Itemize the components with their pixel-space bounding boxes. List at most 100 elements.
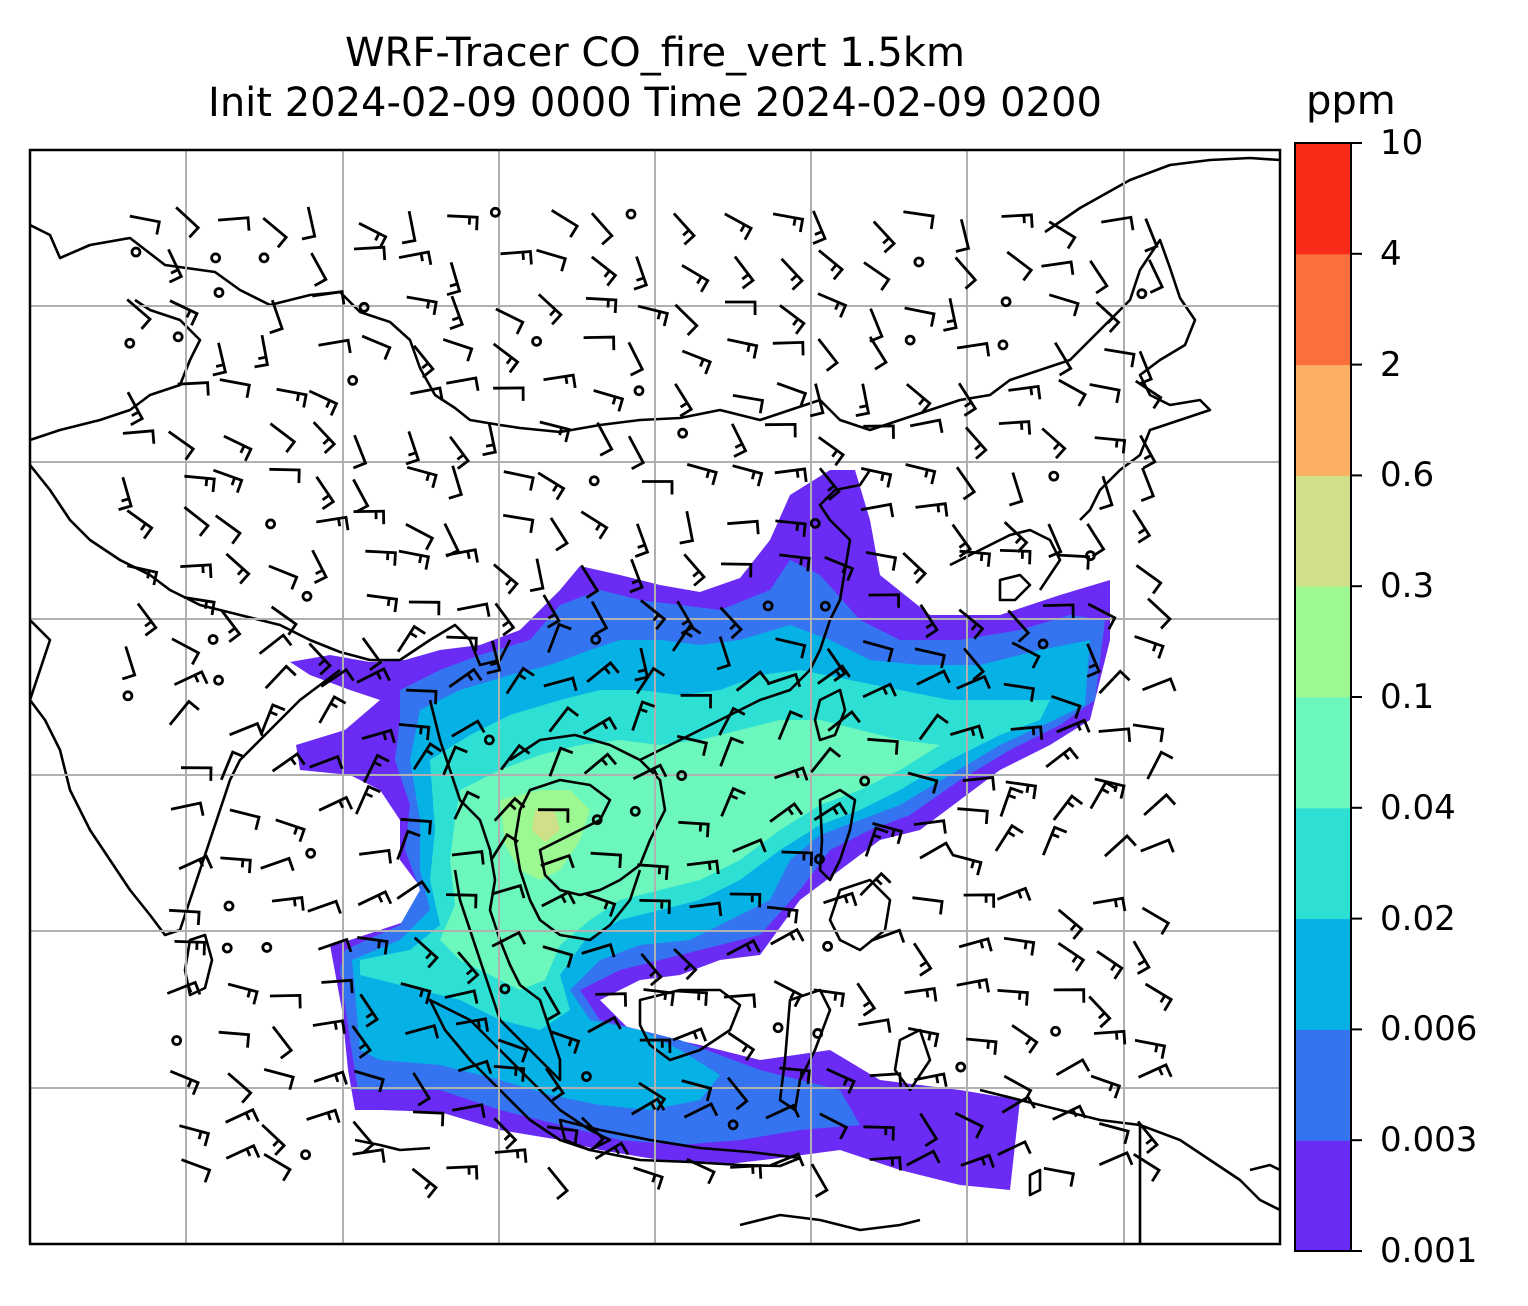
wind-barb: [352, 1148, 386, 1163]
wind-barb: [1007, 609, 1031, 643]
wind-barb: [1132, 723, 1165, 743]
wind-barb: [583, 335, 616, 351]
wind-barb: [672, 1027, 708, 1042]
wind-barb: [720, 786, 746, 817]
wind-barb: [1099, 475, 1114, 511]
wind-barb: [175, 206, 201, 239]
wind-barb: [352, 1120, 375, 1155]
calm-wind-marker: [1136, 288, 1148, 300]
wind-barb: [726, 938, 761, 956]
wind-barb: [308, 389, 339, 416]
wind-barb: [863, 1125, 895, 1141]
wind-barb: [180, 766, 213, 781]
calm-wind-marker: [207, 634, 219, 645]
wind-barb: [446, 635, 478, 652]
wind-barb: [493, 1065, 526, 1082]
wind-barb: [954, 1111, 985, 1139]
wind-barb: [957, 382, 978, 417]
wind-barb: [1053, 988, 1086, 1003]
wind-barb: [229, 808, 261, 831]
wind-barb: [498, 1038, 529, 1063]
wind-barb: [260, 856, 295, 872]
wind-barb: [865, 551, 898, 571]
wind-barb: [122, 429, 156, 444]
wind-barb: [826, 1067, 856, 1094]
wind-barb: [1141, 906, 1171, 936]
wind-barb: [817, 292, 848, 318]
map-title-line1: WRF-Tracer CO_fire_vert 1.5km: [344, 30, 966, 76]
wind-barb: [770, 927, 805, 946]
wind-barb: [269, 993, 302, 1009]
wind-barb: [444, 989, 479, 1004]
plume-level-5: [440, 720, 940, 990]
wind-barb: [907, 771, 939, 794]
wind-barb: [352, 478, 370, 514]
wind-barb: [543, 676, 578, 691]
wind-barb: [405, 522, 435, 551]
wind-barb: [719, 606, 743, 640]
wind-barb: [727, 519, 760, 535]
calm-wind-marker: [1037, 638, 1049, 650]
wind-barb: [126, 298, 152, 330]
wind-barb: [765, 422, 797, 438]
colorbar-segment: [1295, 807, 1351, 920]
wind-barb: [919, 603, 939, 639]
calm-wind-marker: [772, 1022, 784, 1034]
wind-barb: [583, 752, 618, 775]
wind-barb: [212, 468, 244, 494]
wind-barb: [1138, 350, 1154, 386]
colorbar-segment: [1295, 1029, 1351, 1141]
wind-barb: [772, 340, 805, 356]
wind-barb: [1005, 780, 1038, 800]
wind-barb: [774, 467, 808, 483]
wind-barb: [627, 435, 646, 471]
wind-barb: [1098, 1150, 1134, 1166]
wind-barb: [735, 670, 770, 692]
calm-wind-marker: [727, 1119, 739, 1131]
wind-barb: [1146, 750, 1174, 780]
wind-barb: [630, 1097, 666, 1116]
wind-barb: [689, 901, 723, 917]
wind-barb: [813, 988, 845, 1008]
wind-barb: [966, 1037, 998, 1055]
wind-barb: [870, 928, 906, 943]
wind-barb: [321, 978, 354, 994]
wind-barb: [352, 434, 368, 470]
wind-barb: [1089, 260, 1109, 295]
calm-wind-marker: [814, 853, 825, 865]
wind-barb: [318, 338, 352, 354]
wind-barb: [593, 389, 625, 412]
wind-barb: [678, 820, 710, 838]
wind-barb: [212, 342, 228, 377]
wind-barb: [1058, 378, 1088, 407]
wind-barb: [1008, 472, 1024, 507]
wind-barb: [1134, 379, 1163, 410]
wind-barb: [587, 1015, 622, 1034]
wind-barb: [355, 784, 381, 815]
wind-barb: [1045, 746, 1080, 769]
wind-barb: [398, 549, 431, 570]
wind-barb: [863, 261, 891, 291]
wind-barb: [1041, 260, 1075, 275]
calm-wind-marker: [859, 775, 871, 787]
wind-barb: [635, 666, 666, 695]
wind-barb: [1138, 1063, 1173, 1079]
wind-barb: [631, 700, 656, 731]
wind-barb: [271, 896, 305, 911]
wind-barb: [859, 871, 892, 897]
wind-barb: [1140, 838, 1175, 853]
wind-barb: [357, 936, 389, 955]
wind-barb: [671, 624, 702, 652]
wind-barb: [581, 1116, 606, 1150]
wind-barb: [1095, 301, 1121, 334]
wind-barb: [181, 1158, 212, 1183]
calm-wind-marker: [301, 590, 313, 602]
wind-barb: [448, 667, 483, 689]
wind-barb: [315, 476, 336, 511]
wind-barb: [550, 209, 580, 238]
wind-barb: [173, 670, 209, 686]
wind-barb: [542, 986, 561, 1021]
wind-barb: [539, 420, 571, 443]
wind-barb: [824, 556, 855, 582]
wind-barb: [730, 1164, 763, 1179]
